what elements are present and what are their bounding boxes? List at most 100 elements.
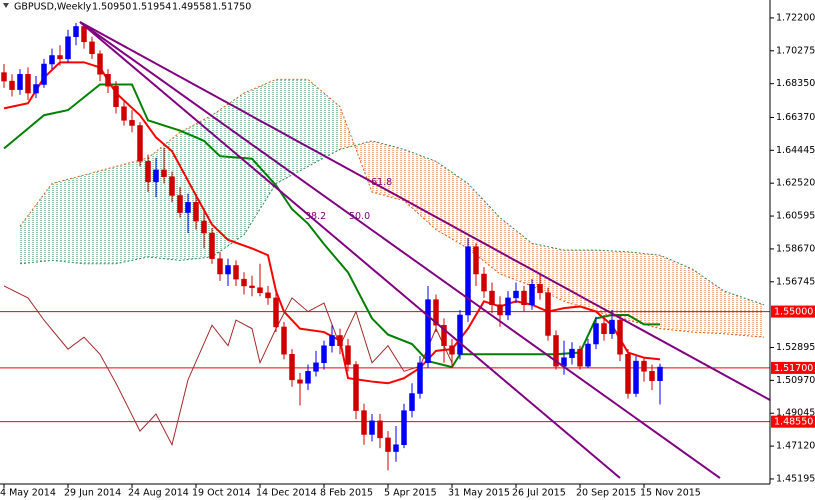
candle-body bbox=[617, 319, 623, 355]
plot-area: 61.8 50.0 38.2 bbox=[0, 21, 770, 479]
candle-body bbox=[361, 410, 367, 435]
indicator-line bbox=[3, 83, 660, 369]
y-tick-label: 1.50970 bbox=[776, 375, 815, 386]
candle-body bbox=[265, 292, 271, 299]
y-tick-label: 1.72200 bbox=[776, 12, 815, 23]
y-tick-label: 1.47120 bbox=[776, 441, 815, 452]
candle-body bbox=[9, 80, 15, 90]
candle-body bbox=[313, 362, 319, 372]
candle-body bbox=[321, 345, 327, 364]
y-tick-label: 1.52895 bbox=[776, 342, 815, 353]
candle-body bbox=[249, 285, 255, 288]
candle-body bbox=[41, 63, 47, 85]
y-tick-label: 1.60595 bbox=[776, 211, 815, 222]
candle-body bbox=[177, 195, 183, 213]
candle-body bbox=[425, 299, 431, 364]
candle-body bbox=[305, 371, 311, 384]
candle-body bbox=[449, 345, 455, 355]
fib-label: 38.2 bbox=[305, 211, 326, 222]
indicator-line bbox=[3, 61, 661, 385]
candle-body bbox=[457, 314, 463, 355]
candle-body bbox=[145, 161, 151, 183]
candle-body bbox=[537, 284, 543, 294]
candle-body bbox=[529, 284, 535, 305]
candle-body bbox=[609, 319, 615, 335]
cloud-segment bbox=[564, 250, 596, 312]
candle-body bbox=[649, 371, 655, 381]
candle-body bbox=[585, 343, 591, 367]
candle-body bbox=[473, 246, 479, 275]
level-label: 1.55000 bbox=[774, 307, 813, 318]
candle-body bbox=[25, 74, 31, 94]
cloud-segment bbox=[52, 174, 84, 264]
candle-body bbox=[385, 437, 391, 452]
indicator-line bbox=[3, 285, 453, 447]
x-tick-label: 19 Oct 2014 bbox=[192, 488, 251, 499]
candle-body bbox=[601, 323, 607, 335]
level-label: 1.51700 bbox=[774, 363, 813, 374]
candle-body bbox=[337, 335, 343, 346]
x-tick-label: 5 Apr 2015 bbox=[384, 488, 437, 499]
y-tick-label: 1.68350 bbox=[776, 78, 815, 89]
trend-line bbox=[79, 21, 770, 401]
cloud-segment bbox=[724, 291, 764, 338]
cloud-segment bbox=[692, 268, 724, 334]
candle-body bbox=[129, 120, 135, 126]
x-tick-label: 29 Jun 2014 bbox=[64, 488, 121, 499]
cloud-segment bbox=[500, 217, 532, 286]
level-label-box bbox=[771, 361, 815, 374]
candle-body bbox=[105, 74, 111, 87]
x-tick-label: 14 Dec 2014 bbox=[256, 488, 317, 499]
y-tick-label: 1.70275 bbox=[776, 45, 815, 56]
candle-body bbox=[433, 299, 439, 326]
y-tick-label: 1.62520 bbox=[776, 178, 815, 189]
candle-body bbox=[369, 420, 375, 435]
candle-body bbox=[121, 106, 127, 121]
candle-body bbox=[241, 278, 247, 287]
candle-body bbox=[417, 362, 423, 394]
candle-body bbox=[521, 290, 527, 305]
fib-label: 61.8 bbox=[371, 177, 392, 188]
candle-body bbox=[481, 273, 487, 292]
cloud-segment bbox=[628, 251, 660, 329]
cloud-segment bbox=[436, 161, 468, 249]
candle-body bbox=[1, 72, 7, 82]
candle-body bbox=[625, 354, 631, 394]
candle-body bbox=[169, 176, 175, 196]
cloud-segment bbox=[116, 157, 148, 264]
header-close: 1.51750 bbox=[212, 2, 251, 13]
cloud-segment bbox=[20, 183, 52, 264]
candle-body bbox=[593, 323, 599, 345]
candle-body bbox=[65, 36, 71, 60]
candle-body bbox=[57, 55, 63, 60]
candle-body bbox=[377, 420, 383, 439]
candle-body bbox=[329, 335, 335, 346]
candle-body bbox=[401, 410, 407, 445]
candle-body bbox=[81, 26, 87, 43]
x-tick-label: 26 Jul 2015 bbox=[512, 488, 566, 499]
candle-body bbox=[505, 297, 511, 316]
candle-body bbox=[153, 169, 159, 183]
cloud-span-a bbox=[19, 78, 765, 338]
candle-body bbox=[89, 41, 95, 55]
candle-body bbox=[497, 304, 503, 316]
candle-body bbox=[409, 393, 415, 411]
cloud-segment bbox=[404, 149, 436, 230]
y-tick-label: 1.45195 bbox=[776, 473, 815, 484]
candle-body bbox=[257, 287, 263, 294]
trend-line bbox=[79, 21, 721, 479]
candle-body bbox=[225, 265, 231, 275]
candle-body bbox=[289, 354, 295, 381]
candle-body bbox=[97, 53, 103, 75]
cloud-segment bbox=[596, 250, 628, 321]
candle-body bbox=[569, 348, 575, 358]
candle-body bbox=[233, 265, 239, 280]
cloud-segment bbox=[244, 79, 276, 235]
candle-body bbox=[297, 379, 303, 384]
candle-body bbox=[33, 84, 39, 94]
candle-body bbox=[73, 26, 79, 37]
candle-body bbox=[513, 290, 519, 299]
cloud-segment bbox=[308, 79, 340, 167]
y-tick-label: 1.58670 bbox=[776, 243, 815, 254]
